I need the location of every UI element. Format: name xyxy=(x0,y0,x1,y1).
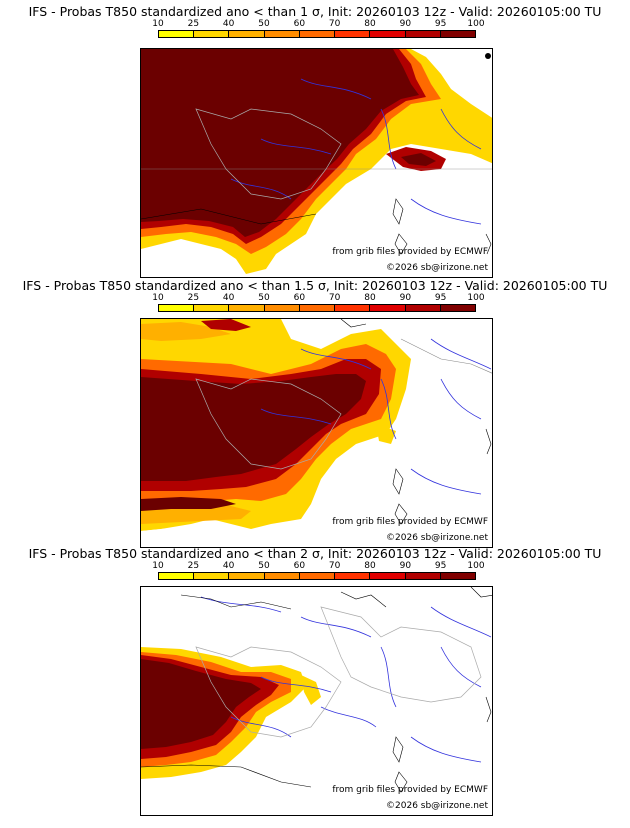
colorbar-tick-label: 70 xyxy=(328,293,341,303)
colorbar-segment xyxy=(335,305,371,311)
colorbar-ticks: 10 25 40 50 60 70 80 90 95 100 xyxy=(152,293,484,303)
colorbar xyxy=(158,30,476,38)
colorbar-segment xyxy=(335,31,371,37)
colorbar-tick-label: 95 xyxy=(434,19,447,29)
colorbar-tick-label: 25 xyxy=(187,19,200,29)
credit-source: from grib files provided by ECMWF xyxy=(332,517,488,527)
colorbar-tick-label: 50 xyxy=(258,293,270,303)
colorbar-tick-label: 70 xyxy=(328,561,341,571)
colorbar-segment xyxy=(440,305,475,311)
panel-title: IFS - Probas T850 standardized ano < tha… xyxy=(22,278,608,293)
credit-copyright: ©2026 sb@irizone.net xyxy=(386,533,488,543)
colorbar-segment xyxy=(335,573,371,579)
colorbar-segment xyxy=(299,305,336,311)
colorbar-tick-label: 40 xyxy=(222,561,235,571)
colorbar-tick-label: 80 xyxy=(364,561,376,571)
colorbar-tick-label: 25 xyxy=(187,561,200,571)
colorbar-segment xyxy=(440,31,475,37)
colorbar-segment xyxy=(159,31,195,37)
colorbar-tick-label: 95 xyxy=(434,561,447,571)
colorbar-segment xyxy=(405,305,441,311)
colorbar-segment xyxy=(264,31,300,37)
colorbar-tick-label: 80 xyxy=(364,293,376,303)
colorbar-segment xyxy=(370,305,406,311)
colorbar-tick-label: 60 xyxy=(293,293,306,303)
colorbar-tick-label: 100 xyxy=(467,561,485,571)
colorbar-tick-label: 40 xyxy=(222,19,235,29)
colorbar-tick-label: 95 xyxy=(434,293,447,303)
panel-title: IFS - Probas T850 standardized ano < tha… xyxy=(28,4,602,19)
colorbar-tick-label: 60 xyxy=(293,19,306,29)
panel-title: IFS - Probas T850 standardized ano < tha… xyxy=(28,546,602,561)
colorbar-tick-label: 80 xyxy=(364,19,376,29)
colorbar-segment xyxy=(229,31,265,37)
colorbar-tick-label: 10 xyxy=(152,561,164,571)
probability-map: from grib files provided by ECMWF ©2026 … xyxy=(140,48,493,278)
credit-source: from grib files provided by ECMWF xyxy=(332,247,488,257)
colorbar-tick-label: 60 xyxy=(293,561,306,571)
colorbar xyxy=(158,304,476,312)
colorbar-segment xyxy=(370,573,406,579)
colorbar-segment xyxy=(194,573,230,579)
colorbar-segment xyxy=(229,305,265,311)
colorbar-segment xyxy=(299,573,336,579)
colorbar-segment xyxy=(159,305,195,311)
colorbar-segment xyxy=(405,31,441,37)
colorbar-tick-label: 100 xyxy=(467,293,485,303)
colorbar-segment xyxy=(440,573,475,579)
colorbar-segment xyxy=(264,573,300,579)
colorbar xyxy=(158,572,476,580)
colorbar-segment xyxy=(159,573,195,579)
colorbar-tick-label: 90 xyxy=(399,561,412,571)
probability-map: from grib files provided by ECMWF ©2026 … xyxy=(140,318,493,548)
credit-copyright: ©2026 sb@irizone.net xyxy=(386,801,488,811)
colorbar-tick-label: 90 xyxy=(399,293,412,303)
colorbar-segment xyxy=(194,305,230,311)
colorbar-tick-label: 10 xyxy=(152,19,164,29)
colorbar-tick-label: 25 xyxy=(187,293,200,303)
colorbar-tick-label: 10 xyxy=(152,293,164,303)
colorbar-segment xyxy=(264,305,300,311)
colorbar-tick-label: 90 xyxy=(399,19,412,29)
colorbar-ticks: 10 25 40 50 60 70 80 90 95 100 xyxy=(152,19,484,29)
colorbar-segment xyxy=(405,573,441,579)
colorbar-tick-label: 40 xyxy=(222,293,235,303)
colorbar-tick-label: 70 xyxy=(328,19,341,29)
colorbar-tick-label: 50 xyxy=(258,561,270,571)
colorbar-segment xyxy=(194,31,230,37)
colorbar-segment xyxy=(370,31,406,37)
probability-map: from grib files provided by ECMWF ©2026 … xyxy=(140,586,493,816)
colorbar-ticks: 10 25 40 50 60 70 80 90 95 100 xyxy=(152,561,484,571)
colorbar-tick-label: 100 xyxy=(467,19,485,29)
colorbar-segment xyxy=(229,573,265,579)
credit-source: from grib files provided by ECMWF xyxy=(332,785,488,795)
colorbar-segment xyxy=(299,31,336,37)
credit-copyright: ©2026 sb@irizone.net xyxy=(386,263,488,273)
colorbar-tick-label: 50 xyxy=(258,19,270,29)
